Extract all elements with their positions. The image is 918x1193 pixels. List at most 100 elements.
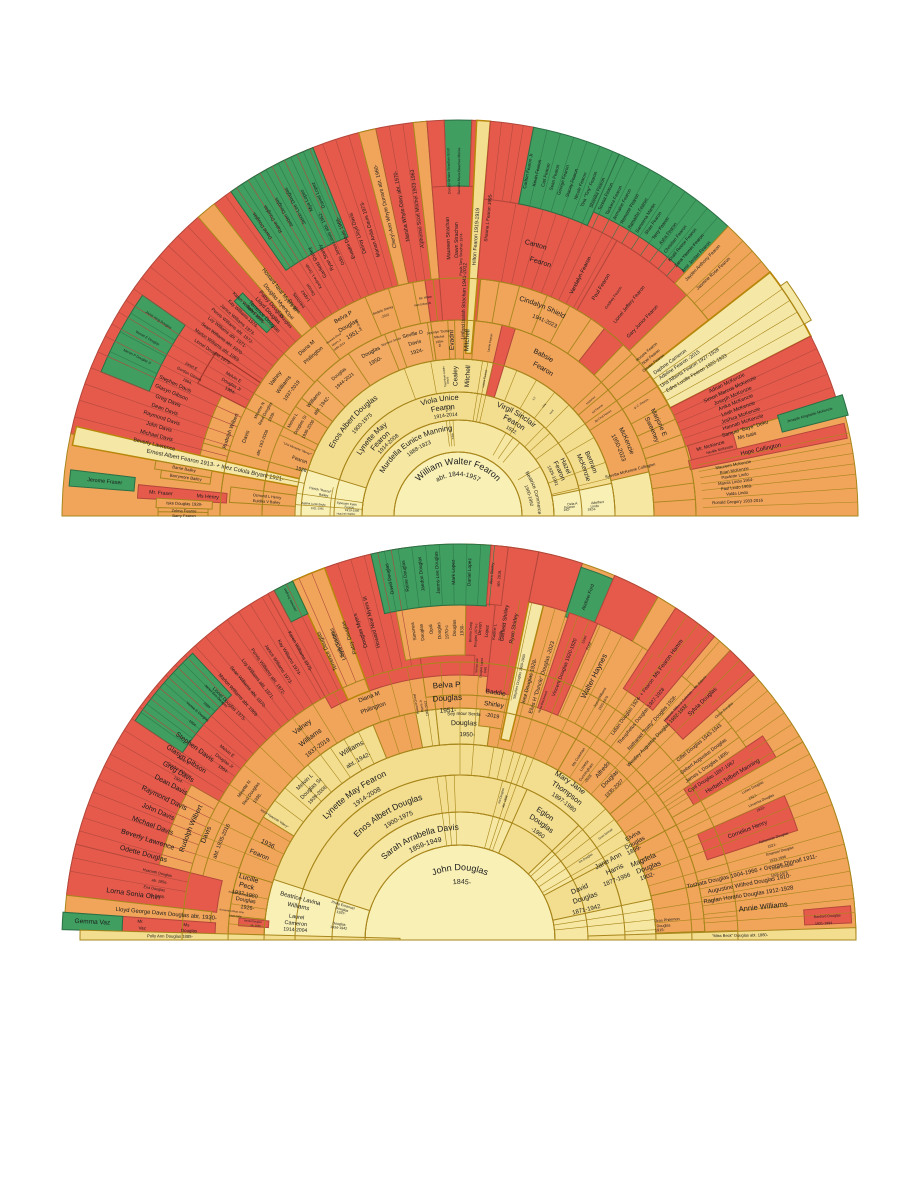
svg-text:Seymour Serda: Seymour Serda [380, 336, 401, 347]
svg-text:1925-1976: 1925-1976 [770, 871, 788, 878]
svg-text:Mona Blackwood: Mona Blackwood [537, 690, 548, 713]
svg-text:1950-2013: 1950-2013 [333, 341, 347, 352]
svg-text:Emanuel Douglas: Emanuel Douglas [766, 845, 795, 856]
svg-text:Linford Isaiah Strachan 1941-2: Linford Isaiah Strachan 1941-2012 [460, 262, 468, 339]
svg-text:Ronald Gregory 1933-2016: Ronald Gregory 1933-2016 [712, 498, 764, 506]
svg-text:1970-c: 1970-c [444, 624, 450, 639]
svg-text:Dawn Strachan: Dawn Strachan [454, 222, 460, 258]
svg-text:Sonya Lee: Sonya Lee [474, 658, 479, 673]
svg-text:Barrymore Bailey: Barrymore Bailey [170, 473, 203, 483]
svg-text:Janet E: Janet E [176, 754, 190, 766]
svg-text:Mr. Fraser: Mr. Fraser [149, 490, 173, 498]
svg-text:Lindo: Lindo [590, 504, 599, 509]
svg-text:Vida: Vida [541, 402, 548, 409]
svg-text:1989.: 1989. [202, 701, 211, 710]
svg-text:1934-1942: 1934-1942 [330, 925, 347, 931]
svg-text:Douglas: Douglas [418, 623, 425, 641]
svg-text:Mitchell: Mitchell [463, 328, 471, 351]
svg-text:1920-1970: 1920-1970 [597, 695, 609, 711]
svg-text:Cameron: Cameron [284, 920, 307, 928]
svg-text:Ryan Shirley: Ryan Shirley [509, 613, 520, 644]
svg-text:ab. 1956-: ab. 1956- [151, 878, 168, 885]
svg-text:Kersandra West Chin: Kersandra West Chin [219, 907, 244, 914]
svg-text:Douls: Douls [445, 376, 450, 384]
svg-text:Sylvester Keith: Sylvester Keith [337, 501, 358, 507]
svg-text:Uriel: Uriel [581, 635, 588, 644]
svg-text:1939-: 1939- [267, 410, 277, 422]
svg-text:Douglas: Douglas [452, 619, 457, 637]
svg-text:Sey mour Serda: Sey mour Serda [447, 711, 481, 717]
svg-text:Icil Fearon: Icil Fearon [591, 403, 604, 414]
svg-text:Pawlette Lindo: Pawlette Lindo [721, 471, 750, 480]
svg-text:Douglas: Douglas [436, 621, 442, 639]
svg-text:Douglas: Douglas [335, 906, 349, 913]
svg-text:Garfield Shirley: Garfield Shirley [499, 604, 510, 642]
svg-text:-2019: -2019 [485, 713, 500, 721]
svg-text:192-: 192- [563, 508, 570, 512]
svg-text:Laurie Fearon: Laurie Fearon [486, 333, 493, 352]
svg-text:Baddie: Baddie [485, 688, 506, 698]
svg-text:1914-2004: 1914-2004 [283, 927, 307, 934]
svg-text:Shauna L Fearon 1995-: Shauna L Fearon 1995- [483, 193, 493, 242]
svg-text:Marcia Lindo 1964-: Marcia Lindo 1964- [718, 477, 755, 486]
svg-text:1950-: 1950- [368, 356, 383, 368]
svg-text:Agatha Lurlie Bayle: Agatha Lurlie Bayle [301, 501, 326, 507]
svg-text:Joycelyn "Dottie": Joycelyn "Dottie" [426, 329, 450, 335]
svg-text:1931-1994: 1931-1994 [815, 921, 832, 926]
svg-text:1984-: 1984- [224, 385, 237, 395]
svg-text:Lopez: Lopez [484, 624, 490, 638]
svg-text:1/2: 1/2 [531, 395, 537, 401]
svg-text:-2012: -2012 [381, 312, 390, 319]
svg-text:Jaedon Douglas: Jaedon Douglas [417, 556, 427, 592]
svg-text:Smith: Smith [497, 630, 503, 641]
svg-text:1994.: 1994. [188, 719, 198, 728]
svg-text:1902-: 1902- [639, 872, 655, 883]
svg-text:Daniel Lopez: Daniel Lopez [466, 557, 473, 586]
svg-text:Laura Fearon: Laura Fearon [481, 369, 488, 388]
svg-text:1940-2009: 1940-2009 [229, 913, 242, 918]
svg-text:Douglas: Douglas [235, 896, 256, 906]
svg-text:Opal: Opal [428, 624, 434, 634]
svg-text:Linton Douglas: Linton Douglas [770, 862, 794, 871]
svg-text:Davis: Davis [408, 339, 422, 348]
svg-text:David Douglas: David Douglas [384, 562, 396, 594]
svg-text:Adelbert: Adelbert [591, 500, 604, 505]
svg-text:1922.: 1922. [505, 425, 519, 437]
svg-text:1845-: 1845- [453, 879, 473, 887]
svg-text:Hilton Fearon 1919-1919: Hilton Fearon 1919-1919 [472, 208, 482, 266]
svg-text:Neville McKenzie: Neville McKenzie [706, 444, 734, 455]
svg-text:Alera Shirley: Alera Shirley [489, 562, 495, 584]
svg-text:1950-2013: 1950-2013 [423, 700, 429, 716]
svg-text:1937-1980: 1937-1980 [231, 889, 258, 900]
svg-text:Ms Henry: Ms Henry [196, 493, 219, 501]
svg-text:Ena Douglas: Ena Douglas [143, 885, 165, 893]
svg-text:Ms: Ms [183, 922, 190, 927]
svg-text:1/60: 1/60 [448, 405, 452, 411]
svg-text:Devon: Devon [305, 282, 317, 296]
svg-text:Oran Philemon: Oran Philemon [654, 917, 680, 923]
svg-text:Kevin Fearon: Kevin Fearon [531, 159, 542, 187]
svg-text:Myers Jr: Myers Jr [331, 338, 342, 347]
svg-text:Jaems-Lee Douglas: Jaems-Lee Douglas [433, 551, 442, 595]
svg-text:1983: 1983 [483, 666, 488, 673]
svg-text:Vaz: Vaz [138, 925, 145, 930]
svg-text:1914-2014: 1914-2014 [433, 412, 458, 421]
svg-text:1900-1992: 1900-1992 [524, 484, 535, 507]
svg-text:Valda Lindo: Valda Lindo [726, 490, 749, 497]
svg-text:Hortense: Hortense [585, 395, 597, 406]
svg-text:1954-: 1954- [435, 339, 444, 344]
svg-text:Douglas: Douglas [181, 928, 198, 934]
svg-text:1923-1996: 1923-1996 [769, 855, 787, 863]
svg-text:Cealey: Cealey [452, 365, 459, 386]
svg-text:Donald OHaire Strachan-Scott: Donald OHaire Strachan-Scott [446, 148, 451, 194]
svg-text:Kenneth Dudley Chin: Kenneth Dudley Chin [228, 889, 253, 898]
svg-text:Raine Douglas: Raine Douglas [400, 559, 411, 592]
svg-text:Maureen Strachan: Maureen Strachan [445, 217, 452, 260]
svg-text:Douglas: Douglas [432, 693, 462, 704]
svg-text:Davis: Davis [241, 429, 251, 444]
svg-text:Brian McKenzie: Brian McKenzie [719, 465, 749, 475]
svg-text:Devon: Devon [477, 621, 483, 635]
svg-text:Barry Fearon: Barry Fearon [172, 513, 195, 518]
svg-text:Patrick "Roszel": Patrick "Roszel" [309, 486, 332, 494]
svg-text:1921-: 1921- [767, 842, 778, 849]
